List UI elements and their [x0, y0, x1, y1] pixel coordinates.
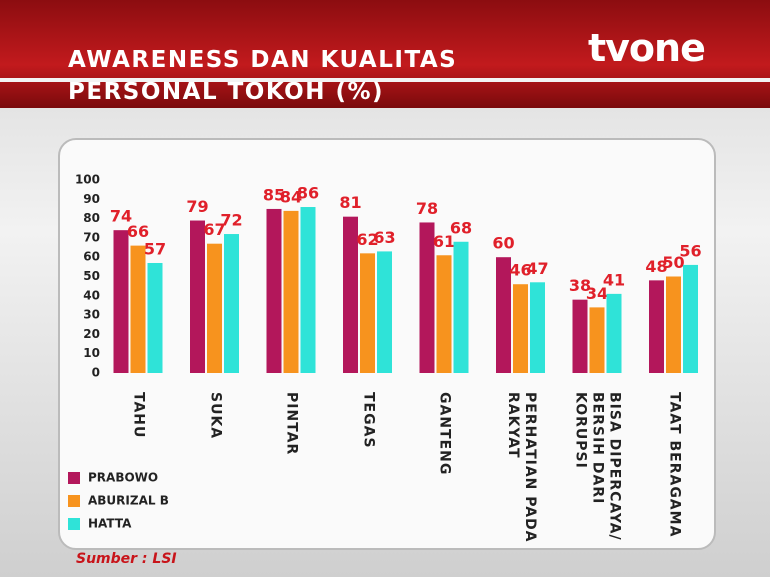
bar	[266, 208, 282, 373]
x-tick-label: SUKA	[207, 392, 223, 440]
bar	[147, 262, 163, 373]
value-label: 62	[356, 230, 378, 249]
bar	[589, 307, 605, 373]
x-tick-label: GANTENG	[436, 392, 453, 476]
value-label: 84	[280, 187, 302, 206]
bar	[436, 255, 452, 373]
value-label: 47	[526, 259, 548, 278]
y-tick-label: 40	[83, 288, 100, 302]
channel-logo: tvone	[588, 26, 706, 70]
value-label: 60	[492, 234, 514, 253]
y-tick-label: 50	[83, 269, 100, 283]
x-tick-label: BISA DIPERCAYA/ BERSIH DARI KORUPSI	[572, 392, 623, 541]
header-stripe	[0, 78, 770, 82]
x-tick-label: TEGAS	[360, 392, 376, 449]
value-label: 38	[569, 276, 591, 295]
value-label: 57	[144, 239, 166, 258]
header-band	[0, 0, 770, 108]
bar	[130, 245, 146, 373]
legend-label: HATTA	[88, 517, 132, 531]
value-label: 81	[339, 193, 361, 212]
value-label: 63	[373, 228, 395, 247]
y-tick-label: 20	[83, 327, 100, 341]
y-tick-label: 10	[83, 346, 100, 360]
bar	[377, 251, 392, 373]
value-label: 67	[203, 220, 225, 239]
y-tick-label: 100	[75, 173, 100, 187]
value-label: 74	[110, 207, 132, 226]
value-label: 46	[509, 261, 531, 280]
legend-label: PRABOWO	[88, 471, 158, 485]
value-label: 86	[297, 184, 319, 203]
bar	[683, 264, 698, 373]
bar	[572, 299, 588, 373]
value-label: 48	[645, 257, 667, 276]
bar	[453, 241, 469, 373]
bar	[283, 210, 299, 373]
x-tick-label: PERHATIAN PADA RAKYAT	[504, 392, 538, 543]
value-label: 79	[186, 197, 208, 216]
y-tick-label: 70	[83, 230, 100, 244]
value-label: 72	[220, 211, 242, 230]
value-label: 34	[586, 284, 608, 303]
bar	[190, 220, 205, 373]
value-label: 78	[416, 199, 438, 218]
bar	[496, 257, 511, 373]
legend-swatch	[68, 495, 80, 507]
value-label: 41	[603, 270, 625, 289]
bar	[606, 293, 622, 373]
value-label: 61	[433, 232, 455, 251]
bar	[513, 284, 528, 373]
chart-title: AWARENESS DAN KUALITAS PERSONAL TOKOH (%…	[68, 47, 458, 105]
bar	[113, 230, 129, 373]
source: Sumber : LSI	[76, 551, 177, 567]
legend-swatch	[68, 472, 80, 484]
y-tick-label: 80	[83, 211, 100, 225]
x-tick-label: PINTAR	[283, 392, 300, 456]
value-label: 56	[679, 241, 701, 260]
y-tick-label: 90	[83, 192, 100, 206]
x-tick-label: TAHU	[130, 392, 147, 439]
bar	[224, 234, 239, 373]
legend-label: ABURIZAL B	[88, 494, 169, 508]
bar	[300, 207, 316, 373]
bar	[530, 282, 545, 373]
bar	[207, 243, 222, 373]
x-tick-label: TAAT BERAGAMA	[666, 392, 682, 538]
y-tick-label: 30	[83, 308, 100, 322]
legend-swatch	[68, 518, 80, 530]
bar	[343, 216, 358, 373]
bar	[649, 280, 664, 373]
value-label: 68	[450, 218, 472, 237]
y-tick-label: 0	[92, 366, 100, 380]
bar	[360, 253, 375, 373]
bar	[419, 222, 435, 373]
value-label: 66	[127, 222, 149, 241]
bar	[666, 276, 681, 373]
value-label: 85	[263, 185, 285, 204]
y-tick-label: 60	[83, 250, 100, 264]
value-label: 50	[662, 253, 684, 272]
